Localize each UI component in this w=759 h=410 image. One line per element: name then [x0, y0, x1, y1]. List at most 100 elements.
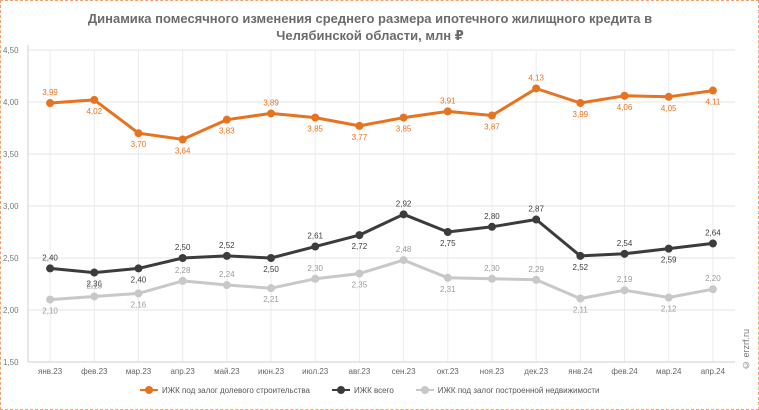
data-label: 2,52	[219, 241, 235, 250]
data-point	[664, 293, 673, 302]
data-point	[311, 113, 320, 122]
chart-legend: ИЖК под залог долевого строительства ИЖК…	[140, 383, 600, 397]
data-point	[487, 111, 496, 120]
data-label: 2,92	[396, 199, 412, 208]
legend-marker-orange	[140, 385, 158, 395]
data-point	[90, 292, 99, 301]
data-label: 2,87	[528, 205, 544, 214]
series-line-0	[49, 87, 714, 141]
data-point	[311, 274, 320, 283]
data-point	[134, 264, 143, 273]
data-label: 2,29	[528, 265, 544, 274]
x-tick-label: авг.23	[349, 367, 371, 376]
data-point	[222, 281, 231, 290]
data-point	[222, 115, 231, 124]
chart-title: Динамика помесячного изменения среднего …	[87, 11, 653, 43]
data-point	[90, 95, 99, 104]
data-label: 4,05	[661, 104, 677, 113]
data-point	[46, 295, 55, 304]
x-tick-label: фев.24	[611, 367, 638, 376]
y-tick-label: 3,50	[3, 150, 19, 159]
data-point	[620, 91, 629, 100]
x-tick-label: мар.23	[126, 367, 152, 376]
data-label: 2,19	[617, 275, 633, 284]
data-label: 3,91	[440, 96, 456, 105]
data-point	[576, 294, 585, 303]
x-tick-label: фев.23	[81, 367, 108, 376]
x-tick-label: дек.23	[524, 367, 548, 376]
watermark: © erzrf.ru	[741, 328, 751, 370]
data-point	[443, 107, 452, 116]
legend-label: ИЖК под залог долевого строительства	[162, 385, 310, 395]
data-label: 2,13	[86, 281, 102, 290]
data-point	[355, 269, 364, 278]
data-point	[222, 251, 231, 260]
data-label: 2,31	[440, 285, 456, 294]
legend-label: ИЖК под залог построенной недвижимости	[437, 385, 600, 395]
data-label: 3,89	[263, 98, 279, 107]
data-label: 2,52	[573, 263, 589, 272]
data-point	[620, 286, 629, 295]
data-label: 3,83	[219, 127, 235, 136]
x-tick-label: ноя.23	[480, 367, 505, 376]
data-label: 2,12	[661, 305, 677, 314]
data-label: 2,30	[307, 264, 323, 273]
data-point	[664, 92, 673, 101]
data-label: 2,80	[484, 212, 500, 221]
data-label: 2,40	[131, 275, 147, 284]
data-label: 4,02	[86, 107, 102, 116]
data-point	[399, 256, 408, 265]
legend-item-series-2: ИЖК под залог построенной недвижимости	[415, 385, 600, 395]
data-label: 2,64	[705, 228, 721, 237]
series-line-1	[49, 212, 714, 275]
data-label: 2,50	[263, 265, 279, 274]
data-label: 3,85	[307, 125, 323, 134]
data-label: 2,24	[219, 270, 235, 279]
data-label: 2,11	[573, 306, 589, 315]
data-point	[532, 275, 541, 284]
data-point	[178, 254, 187, 262]
data-label: 2,72	[352, 242, 368, 251]
data-label: 2,16	[131, 300, 147, 309]
data-label: 2,59	[661, 256, 677, 265]
x-tick-label: апр.24	[701, 367, 726, 376]
x-tick-label: окт.23	[437, 367, 459, 376]
data-label: 2,10	[42, 307, 58, 316]
y-tick-label: 4,50	[3, 46, 19, 55]
data-label: 3,87	[484, 123, 500, 132]
data-label: 3,77	[352, 133, 368, 142]
data-point	[576, 251, 585, 260]
legend-marker-dark	[331, 385, 350, 395]
data-point	[399, 113, 408, 122]
data-label: 2,21	[263, 295, 279, 304]
x-tick-label: май.23	[214, 367, 240, 376]
data-point	[90, 268, 99, 277]
data-label: 2,61	[307, 232, 323, 241]
x-tick-label: янв.23	[38, 367, 63, 376]
data-point	[134, 289, 143, 298]
data-point	[134, 129, 143, 138]
data-point	[487, 222, 496, 231]
data-point	[708, 239, 717, 248]
data-point	[532, 215, 541, 224]
y-tick-label: 3,00	[3, 202, 19, 211]
y-tick-label: 1,50	[3, 358, 19, 367]
data-point	[267, 284, 276, 293]
data-label: 4,06	[617, 103, 633, 112]
data-label: 3,70	[131, 140, 147, 149]
data-label: 2,48	[396, 245, 412, 254]
data-point	[311, 242, 320, 251]
data-point	[399, 210, 408, 219]
data-label: 3,99	[42, 88, 58, 97]
data-label: 2,75	[440, 239, 456, 248]
data-label: 2,35	[352, 281, 368, 290]
data-point	[178, 135, 187, 144]
data-point	[576, 99, 585, 108]
series-line-2	[49, 258, 714, 302]
data-label: 2,54	[617, 239, 633, 248]
legend-marker-gray	[415, 385, 434, 395]
x-tick-label: июн.23	[258, 367, 285, 376]
x-tick-label: сен.23	[392, 367, 417, 376]
